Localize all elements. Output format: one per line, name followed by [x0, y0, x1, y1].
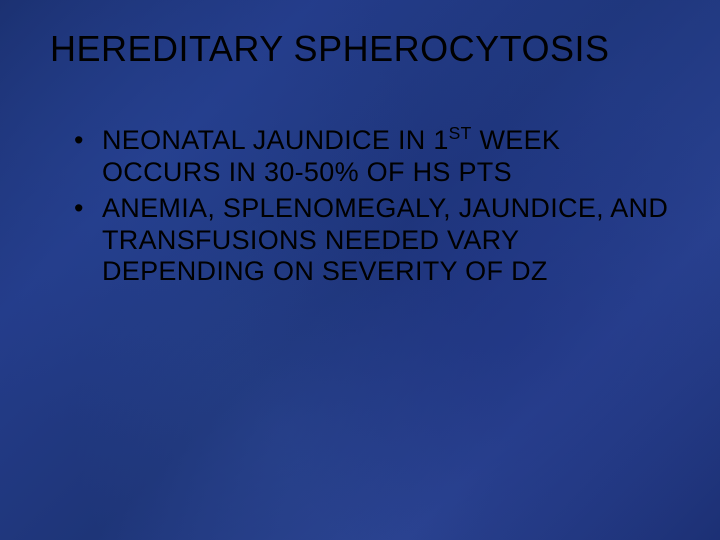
list-item: NEONATAL JAUNDICE IN 1ST WEEK OCCURS IN …	[74, 125, 670, 189]
bullet-text-pre: NEONATAL JAUNDICE IN 1	[102, 125, 449, 155]
bullet-superscript: ST	[449, 123, 472, 143]
list-item: ANEMIA, SPLENOMEGALY, JAUNDICE, AND TRAN…	[74, 193, 670, 289]
bullet-list: NEONATAL JAUNDICE IN 1ST WEEK OCCURS IN …	[50, 125, 670, 288]
bullet-text-pre: ANEMIA, SPLENOMEGALY, JAUNDICE, AND TRAN…	[102, 193, 668, 287]
slide-container: HEREDITARY SPHEROCYTOSIS NEONATAL JAUNDI…	[0, 0, 720, 540]
slide-title: HEREDITARY SPHEROCYTOSIS	[50, 28, 670, 70]
